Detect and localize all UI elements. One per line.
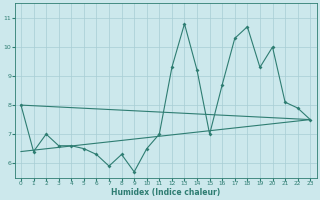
X-axis label: Humidex (Indice chaleur): Humidex (Indice chaleur) xyxy=(111,188,220,197)
